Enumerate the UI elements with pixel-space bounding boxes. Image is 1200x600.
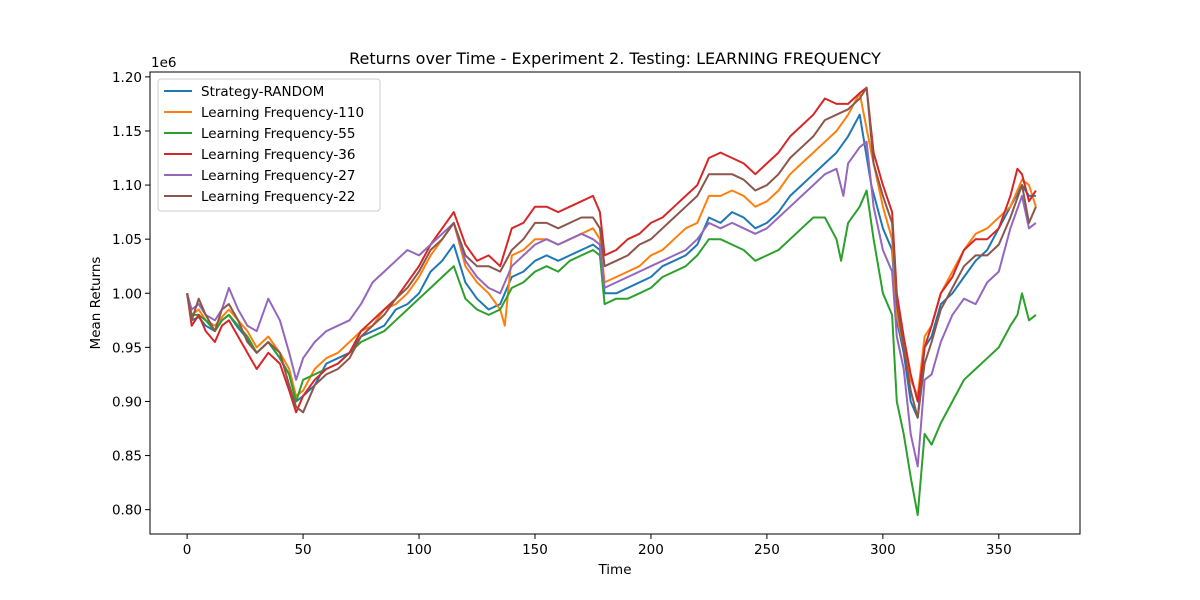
x-tick-label: 300 xyxy=(870,542,896,558)
y-tick-label: 0.90 xyxy=(112,394,142,410)
legend-label: Strategy-RANDOM xyxy=(201,84,324,100)
series-line-strategy-random xyxy=(186,113,1036,419)
x-tick-label: 150 xyxy=(522,542,548,558)
y-scale-label: 1e6 xyxy=(151,55,176,71)
y-tick-label: 0.85 xyxy=(112,449,142,465)
x-tick-label: 350 xyxy=(986,542,1012,558)
x-tick-label: 50 xyxy=(294,542,311,558)
legend-label: Learning Frequency-27 xyxy=(201,168,355,184)
y-axis-title: Mean Returns xyxy=(88,257,104,350)
x-tick-label: 200 xyxy=(638,542,664,558)
x-axis-title: Time xyxy=(597,562,631,578)
x-tick-label: 0 xyxy=(183,542,192,558)
plot-frame xyxy=(149,71,1081,535)
y-tick-label: 1.05 xyxy=(112,232,142,248)
series-line-learning-frequency-36 xyxy=(186,86,1037,414)
y-tick-label: 0.80 xyxy=(112,503,142,519)
series-layer xyxy=(186,86,1037,517)
chart-title: Returns over Time - Experiment 2. Testin… xyxy=(349,49,881,68)
y-tick-label: 1.20 xyxy=(112,70,142,86)
x-axis: 0 50 100 150 200 250 300 350 xyxy=(183,534,1012,558)
y-tick-label: 1.00 xyxy=(112,286,142,302)
y-tick-label: 1.10 xyxy=(112,178,142,194)
x-tick-label: 250 xyxy=(754,542,780,558)
series-line-learning-frequency-55 xyxy=(186,189,1037,517)
series-line-learning-frequency-27 xyxy=(186,140,1037,468)
y-axis: 0.80 0.85 0.90 0.95 1.00 1.05 1.10 1.15 1.20 xyxy=(112,70,150,519)
y-tick-label: 1.15 xyxy=(112,124,142,140)
series-line-learning-frequency-22 xyxy=(186,86,1037,419)
legend-box xyxy=(157,78,381,212)
x-tick-label: 100 xyxy=(406,542,432,558)
legend-label: Learning Frequency-110 xyxy=(201,105,364,121)
y-tick-label: 0.95 xyxy=(112,340,142,356)
legend-label: Learning Frequency-36 xyxy=(201,147,355,163)
legend: Strategy-RANDOM Learning Frequency-110 Lea… xyxy=(157,78,381,212)
legend-label: Learning Frequency-55 xyxy=(201,126,355,142)
legend-label: Learning Frequency-22 xyxy=(201,189,355,205)
